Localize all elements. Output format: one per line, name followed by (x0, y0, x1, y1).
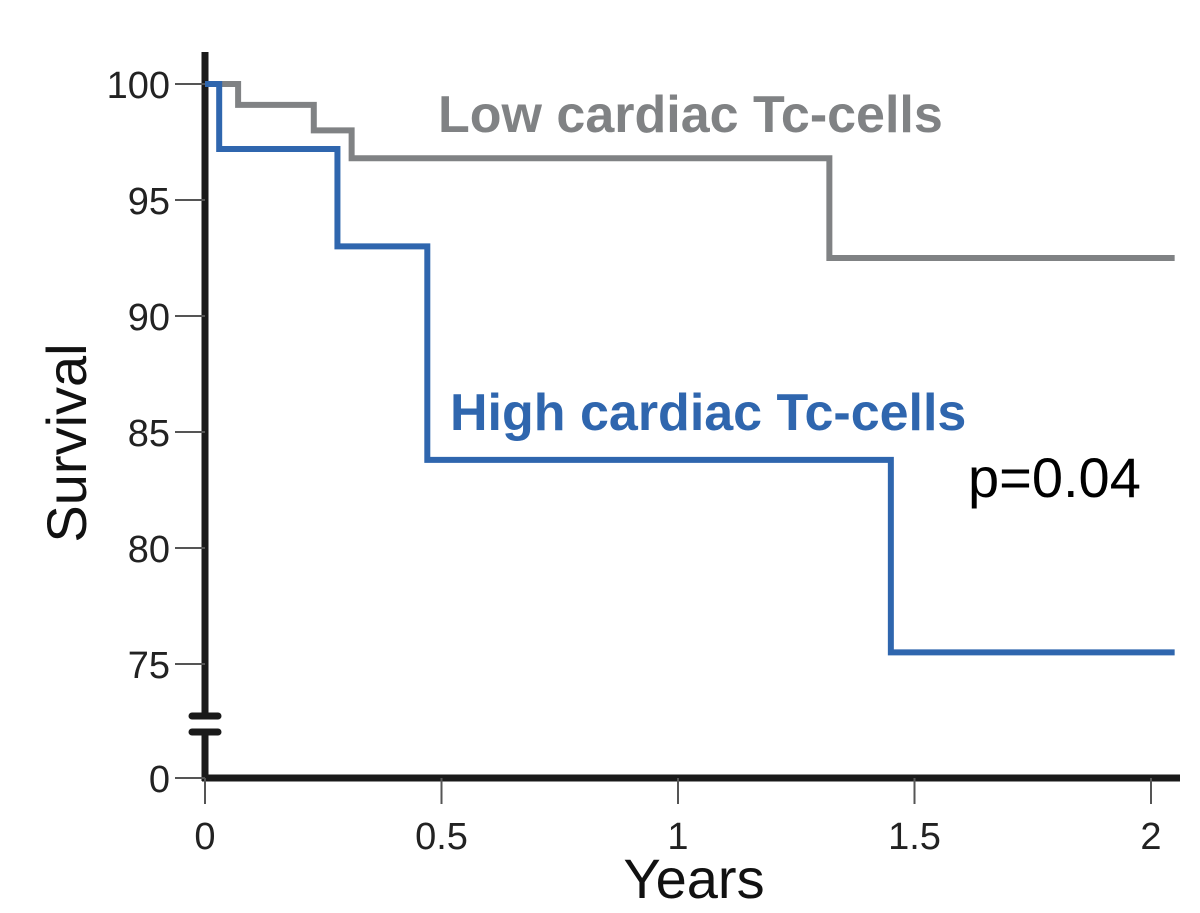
y-tick-label: 85 (128, 413, 170, 455)
y-tick-label: 95 (128, 181, 170, 223)
x-tick-label: 1 (667, 816, 688, 858)
y-tick-label: 80 (128, 529, 170, 571)
x-tick-label: 0.5 (415, 816, 468, 858)
legend-label-high: High cardiac Tc-cells (450, 384, 966, 442)
y-tick-label: 0 (149, 759, 170, 801)
series-layer (205, 81, 1175, 656)
x-tick-label: 2 (1140, 816, 1161, 858)
y-tick-label: 100 (107, 65, 170, 107)
labels-layer: Low cardiac Tc-cells High cardiac Tc-cel… (35, 86, 1141, 910)
axes-layer: 0 75 80 85 90 95 100 0 0.5 1 1.5 2 (107, 52, 1180, 858)
p-value-annotation: p=0.04 (968, 446, 1141, 509)
x-axis-label: Years (623, 847, 764, 910)
y-tick-label: 75 (128, 645, 170, 687)
y-axis-label: Survival (35, 343, 98, 542)
legend-label-low: Low cardiac Tc-cells (438, 86, 943, 144)
survival-curve-high (205, 81, 1175, 656)
x-tick-label: 1.5 (888, 816, 941, 858)
x-tick-label: 0 (194, 816, 215, 858)
y-tick-label: 90 (128, 297, 170, 339)
survival-curve-low (205, 81, 1175, 261)
